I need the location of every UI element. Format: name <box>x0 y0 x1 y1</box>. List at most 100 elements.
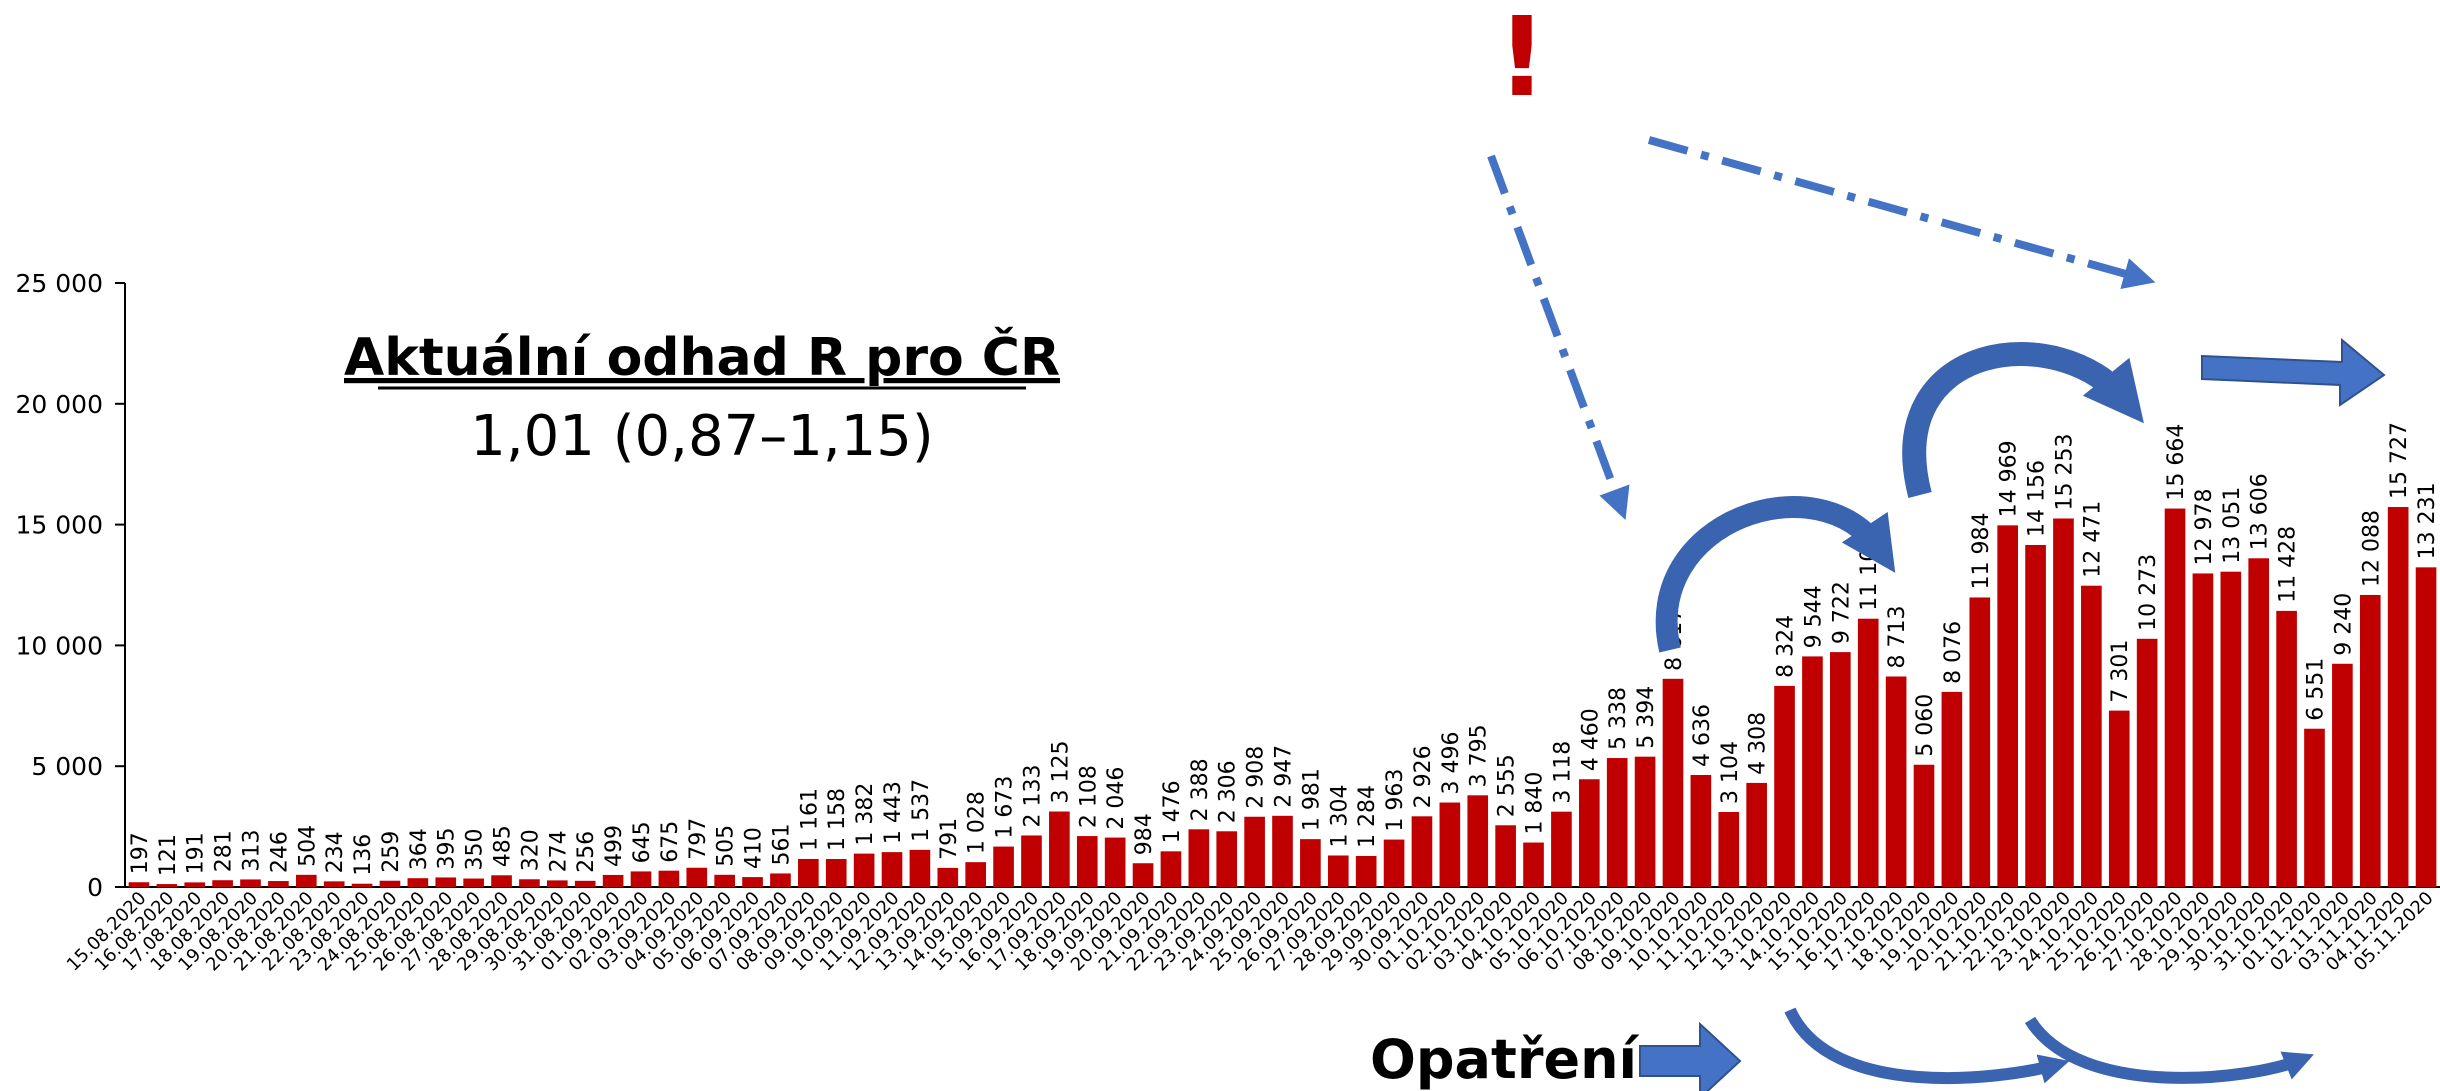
value-label: 1 028 <box>965 791 990 854</box>
value-label: 136 <box>351 834 376 876</box>
bar <box>156 884 178 887</box>
y-tick-label: 15 000 <box>16 511 103 540</box>
value-label: 15 727 <box>2387 422 2412 499</box>
y-tick-label: 25 000 <box>16 269 103 298</box>
bar <box>268 881 289 887</box>
value-label: 2 926 <box>1411 745 1436 808</box>
bar <box>491 875 512 887</box>
bar <box>1132 863 1154 887</box>
bar <box>574 880 596 887</box>
value-label: 410 <box>742 827 767 869</box>
value-label: 2 555 <box>1495 754 1520 817</box>
bar <box>965 862 987 887</box>
curved-arrow <box>1784 1007 2070 1085</box>
exclamation: ! <box>1497 0 1547 121</box>
bar <box>2081 585 2102 887</box>
y-tick-label: 0 <box>87 873 103 902</box>
value-label: 12 978 <box>2192 488 2217 565</box>
bar <box>2136 638 2158 887</box>
bar <box>1355 855 1377 887</box>
value-label: 1 443 <box>881 781 906 844</box>
bar <box>1578 779 1600 887</box>
value-label: 3 118 <box>1550 741 1575 804</box>
bar <box>519 879 540 887</box>
value-label: 9 544 <box>1801 585 1826 648</box>
value-label: 3 104 <box>1718 741 1743 804</box>
value-label: 9 240 <box>2331 593 2356 656</box>
value-label: 2 133 <box>1020 764 1045 827</box>
value-label: 485 <box>491 825 516 867</box>
value-label: 197 <box>128 832 153 874</box>
bar <box>1272 815 1293 887</box>
annotation: Opatření <box>1370 1028 1640 1091</box>
bar <box>184 882 206 887</box>
bar <box>853 853 875 887</box>
bar <box>1802 656 1823 887</box>
bar <box>1411 816 1433 887</box>
bar <box>1523 842 1544 887</box>
value-label: 505 <box>714 825 739 867</box>
bar <box>630 871 652 887</box>
value-label: 1 304 <box>1327 785 1352 848</box>
bar <box>2359 594 2381 887</box>
bar <box>742 877 763 887</box>
value-label: 3 795 <box>1467 724 1492 787</box>
value-label: 1 158 <box>825 788 850 851</box>
bar <box>1913 764 1935 887</box>
value-label: 274 <box>546 830 571 872</box>
bar <box>1662 678 1684 887</box>
bar <box>1104 837 1126 887</box>
value-label: 5 338 <box>1606 687 1631 750</box>
bar <box>295 874 317 887</box>
value-label: 13 231 <box>2415 482 2440 559</box>
value-label: 984 <box>1132 813 1157 855</box>
value-label: 1 382 <box>853 783 878 846</box>
bar <box>658 870 680 887</box>
bar <box>881 852 903 887</box>
value-label: 10 273 <box>2136 554 2161 631</box>
value-label: 1 963 <box>1383 769 1408 832</box>
value-label: 2 908 <box>1244 746 1269 809</box>
value-label: 1 476 <box>1160 780 1185 843</box>
bar <box>1857 618 1879 887</box>
value-label: 13 051 <box>2220 487 2245 564</box>
value-label: 4 636 <box>1690 704 1715 767</box>
value-label: 499 <box>602 825 627 867</box>
curved-arrow <box>1902 342 2144 498</box>
bar <box>351 883 373 887</box>
bar <box>2053 518 2074 887</box>
value-label: 234 <box>323 831 348 873</box>
value-label: 12 088 <box>2359 510 2384 587</box>
bar <box>379 880 401 887</box>
bar <box>1021 835 1042 887</box>
bar <box>2192 573 2214 887</box>
bar <box>2220 571 2242 887</box>
value-label: 1 981 <box>1299 768 1324 831</box>
y-tick-label: 10 000 <box>16 631 103 660</box>
bar <box>546 880 568 887</box>
bar <box>1049 811 1070 887</box>
bar <box>1383 839 1405 887</box>
bar <box>770 873 791 887</box>
value-label: 11 984 <box>1969 512 1994 589</box>
bar <box>798 858 819 887</box>
bar <box>602 874 624 887</box>
value-label: 364 <box>407 828 432 870</box>
bar <box>1076 836 1098 887</box>
value-label: 2 388 <box>1188 758 1213 821</box>
bar <box>1551 811 1572 887</box>
bar <box>1634 756 1656 887</box>
bar <box>2164 508 2186 887</box>
bar <box>1774 685 1795 887</box>
bar <box>1941 691 1963 887</box>
bar <box>128 882 150 887</box>
bar <box>2276 610 2297 887</box>
bar <box>1327 855 1349 887</box>
curved-arrow <box>2024 1016 2314 1084</box>
value-label: 2 306 <box>1216 760 1241 823</box>
value-label: 313 <box>240 829 265 871</box>
bar <box>1969 597 1991 887</box>
value-label: 8 324 <box>1774 615 1799 678</box>
value-label: 3 125 <box>1048 741 1073 804</box>
value-label: 121 <box>156 834 181 876</box>
